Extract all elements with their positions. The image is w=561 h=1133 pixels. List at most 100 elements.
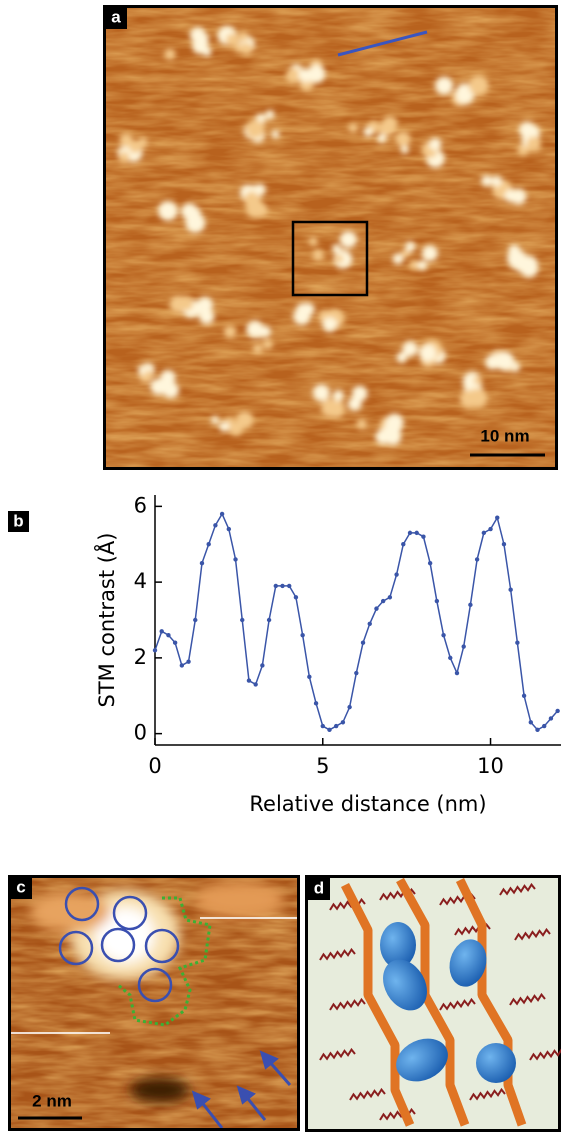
blob: [467, 388, 488, 408]
arrowhead: [191, 1090, 211, 1110]
blob: [202, 47, 212, 57]
data-point: [488, 526, 493, 532]
blob: [211, 416, 220, 425]
data-point: [159, 629, 164, 634]
data-point: [354, 670, 359, 676]
x-tick-label: 0: [148, 754, 161, 778]
alkyl-chain: [509, 992, 546, 1006]
blob: [405, 241, 416, 252]
alkyl-chain: [439, 997, 476, 1011]
data-point: [327, 727, 332, 733]
data-point: [199, 560, 205, 566]
alkyl-chain: [529, 1048, 561, 1061]
blob: [130, 1078, 190, 1102]
data-point: [555, 708, 560, 714]
y-tick-label: 4: [134, 569, 147, 593]
blob: [485, 354, 501, 370]
data-point: [508, 587, 513, 592]
blob: [262, 339, 273, 350]
molecule: [449, 939, 487, 987]
data-point: [246, 678, 252, 683]
blob: [223, 325, 237, 339]
circle: [100, 927, 136, 963]
molecule: [476, 1043, 516, 1083]
data-point: [401, 542, 406, 547]
blob: [395, 131, 411, 147]
blob: [334, 254, 344, 263]
blob: [518, 255, 539, 275]
data-point: [461, 644, 466, 649]
blob: [195, 882, 285, 918]
blob: [396, 352, 408, 363]
data-point: [166, 632, 171, 638]
y-tick-label: 0: [134, 721, 147, 745]
panel-b: b 0 2 4 6 0 5 10 STM contrast (Å) Relative dista…: [8, 493, 561, 816]
blob: [339, 230, 357, 249]
blob: [322, 317, 338, 333]
molecules: [380, 922, 516, 1083]
data-point: [481, 530, 487, 536]
data-point: [313, 701, 319, 706]
blob: [254, 325, 267, 338]
data-point: [226, 526, 232, 532]
data-point: [468, 602, 473, 608]
data-point: [434, 598, 440, 604]
label-box: [308, 878, 330, 900]
blob: [491, 175, 502, 187]
data-point: [367, 621, 372, 626]
data-point: [501, 542, 507, 547]
data-point: [307, 674, 312, 680]
panel-label: a: [111, 7, 121, 26]
molecule: [380, 922, 416, 968]
data-point: [300, 632, 305, 638]
blob: [162, 381, 180, 399]
data-point: [474, 557, 480, 562]
backbone: [455, 878, 527, 1127]
data-point: [394, 572, 399, 577]
backbone: [396, 877, 470, 1127]
blob: [417, 260, 428, 271]
data-point: [152, 648, 158, 653]
blob: [240, 42, 253, 56]
blob: [160, 369, 176, 386]
blob: [181, 203, 198, 220]
blob: [519, 121, 536, 139]
x-tick-label: 5: [316, 754, 329, 778]
blob: [331, 243, 341, 253]
blob: [409, 259, 420, 270]
data-point: [280, 583, 285, 589]
data-point: [542, 723, 547, 729]
blob: [164, 48, 176, 60]
blob: [225, 33, 239, 47]
data-point: [521, 693, 527, 698]
profile-line: [337, 30, 428, 57]
blob: [356, 418, 367, 430]
label-box: [8, 511, 29, 532]
data-point: [515, 640, 520, 645]
blob: [434, 76, 454, 95]
backbones: [340, 877, 527, 1127]
alkyl-chain: [329, 997, 366, 1011]
data-point: [374, 606, 379, 611]
data-point: [193, 617, 198, 623]
data-point: [360, 640, 366, 645]
blob: [137, 365, 147, 375]
circle: [144, 928, 180, 964]
y-tick-label: 2: [134, 645, 147, 669]
blob: [178, 295, 194, 311]
blob: [196, 296, 214, 314]
data-point: [172, 640, 178, 645]
blob: [129, 140, 142, 154]
blob: [285, 68, 301, 84]
label-box: [105, 7, 127, 29]
blob: [464, 377, 474, 388]
blob: [473, 375, 483, 385]
circle: [137, 967, 173, 1003]
blob: [295, 303, 312, 319]
data-point: [441, 632, 446, 638]
zoom-box: [291, 220, 369, 297]
panel-label: b: [13, 511, 23, 530]
molecule: [396, 1038, 448, 1082]
x-axis-label: Relative distance (nm): [249, 792, 486, 816]
